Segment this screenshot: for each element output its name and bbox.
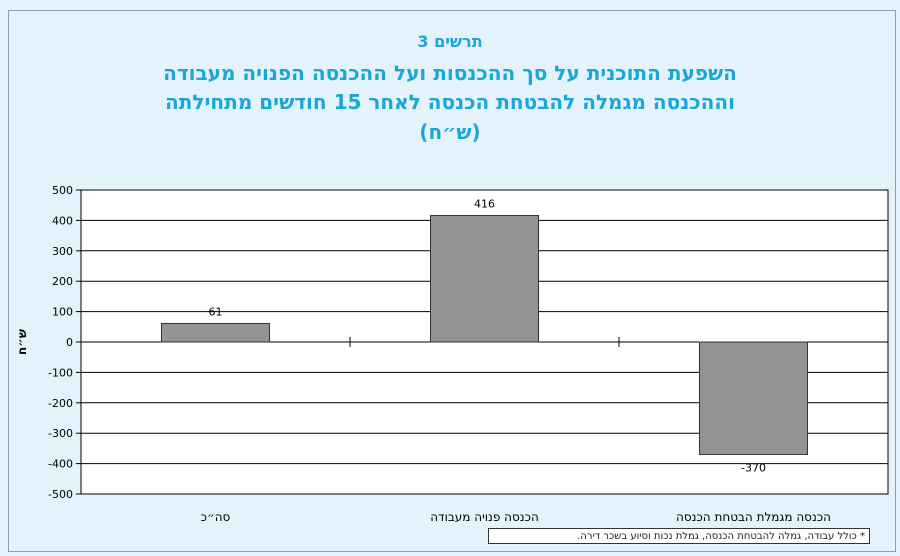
chart-footnote: * כולל עבודה, גמלה להבטחת הכנסה, גמלת נכ…: [488, 528, 870, 544]
y-tick-label: 500: [52, 184, 73, 197]
y-tick-label: -100: [48, 366, 73, 379]
chart-title-line-1: השפעת התוכנית על סך ההכנסות ועל ההכנסה ה…: [163, 61, 737, 85]
y-tick-label: 100: [52, 306, 73, 319]
y-tick-label: -400: [48, 458, 73, 471]
y-tick-label: 300: [52, 245, 73, 258]
data-label: -370: [741, 461, 766, 474]
category-label: הכנסה פנויה מעבודה: [430, 510, 539, 524]
chart-label: תרשים 3: [417, 32, 483, 51]
y-tick-label: -200: [48, 397, 73, 410]
y-tick-label: 200: [52, 275, 73, 288]
bar: [430, 215, 539, 343]
y-tick-label: 0: [66, 336, 73, 349]
category-label: הכנסה מגמלת הבטחת הכנסה: [676, 510, 831, 524]
data-label: 61: [209, 305, 223, 318]
data-label: 416: [474, 198, 495, 211]
bar: [699, 341, 808, 455]
y-axis-label: ש״ח: [15, 329, 29, 355]
chart-title-line-2: וההכנסה מגמלה להבטחת הכנסה לאחר 15 חודשי…: [165, 90, 735, 114]
y-tick-label: 400: [52, 214, 73, 227]
category-label: סה״כ: [201, 510, 231, 524]
y-tick-label: -300: [48, 427, 73, 440]
chart-title-line-3: (ש״ח): [419, 120, 481, 144]
bar: [161, 322, 270, 343]
y-tick-label: -500: [48, 488, 73, 501]
